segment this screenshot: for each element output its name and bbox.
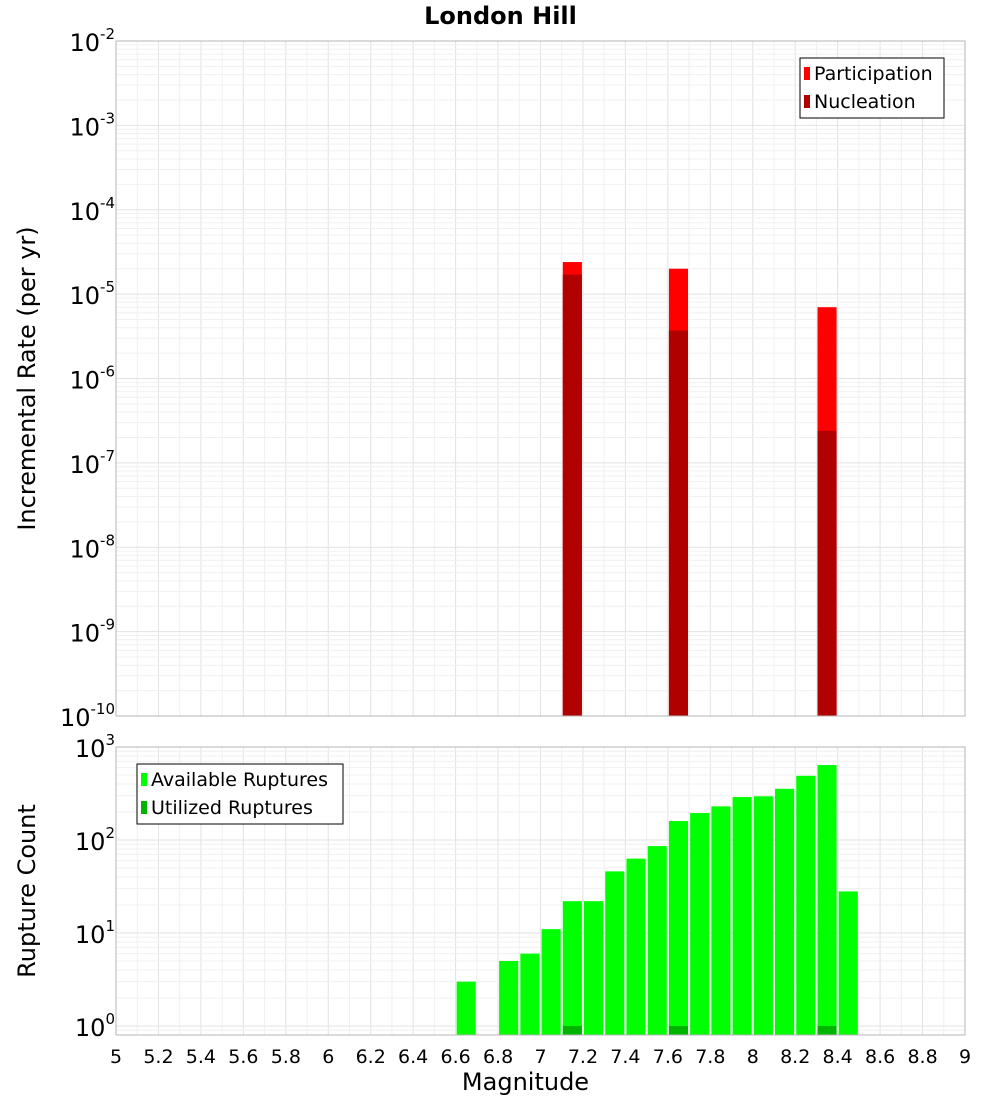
x-tick-label: 5.8 [271,1046,301,1068]
y-tick-label: 10-7 [69,447,115,479]
plot-1: 10-2 10-3 10-4 10-5 10-6 10-7 10-8 10-9 10-10 Lon… [13,2,966,732]
bar [541,929,561,1035]
series-available-ruptures [456,765,858,1035]
legend-label: Utilized Ruptures [151,797,313,819]
chart-title: London Hill [424,2,577,30]
bar [668,1025,689,1035]
y-tick-label: 102 [75,824,115,856]
bar [626,858,646,1035]
bar [562,274,582,716]
legend-swatch [804,95,810,108]
bar [668,821,689,1035]
x-tick-label: 7.6 [653,1046,683,1068]
x-tick-label: 9 [959,1046,971,1068]
y-axis-title: Rupture Count [13,804,41,978]
bar [753,796,773,1035]
legend-swatch [804,67,810,80]
legend-swatch [141,801,147,814]
y-tick-label: 103 [75,731,115,763]
bar [711,806,731,1035]
series-utilized-ruptures [562,1025,837,1035]
y-tick-label: 10-6 [69,363,115,395]
series-nucleation [562,274,837,716]
bar [838,891,858,1035]
y-tick-label: 100 [75,1010,115,1042]
legend-label: Nucleation [814,91,916,113]
y-tick-label: 10-5 [69,278,115,310]
bar [520,953,540,1035]
x-tick-label: 8 [747,1046,759,1068]
y-axis-title: Incremental Rate (per yr) [13,226,41,530]
legend-label: Available Ruptures [151,769,328,791]
bar [817,765,837,1035]
y-tick-label: 10-2 [69,25,115,57]
y-tick-label: 10-8 [69,531,115,563]
bar [562,1025,582,1035]
x-tick-label: 8.8 [907,1046,937,1068]
x-tick-label: 5.4 [186,1046,216,1068]
bar [668,330,689,716]
bar [647,846,667,1035]
x-tick-label: 7.4 [610,1046,640,1068]
bar [732,796,752,1035]
bar [690,813,710,1035]
y-tick-label: 10-9 [69,616,115,648]
x-axis-title: Magnitude [462,1068,589,1096]
x-tick-label: 6.6 [440,1046,470,1068]
legend-swatch [141,773,147,786]
bar [775,788,795,1035]
legend: Participation Nucleation [799,57,945,119]
bar [562,901,582,1035]
legend-box [799,57,945,119]
x-tick-label: 5.6 [228,1046,258,1068]
bar [456,981,476,1035]
bar [605,871,625,1035]
y-tick-label: 101 [75,917,115,949]
x-tick-label: 7 [534,1046,546,1068]
x-tick-label: 6 [322,1046,334,1068]
y-tick-label: 10-3 [69,109,115,141]
bar [817,430,837,716]
y-tick-label: 10-4 [69,194,115,226]
x-tick-label: 6.8 [483,1046,513,1068]
plot-frame [115,40,966,717]
x-tick-label: 5 [110,1046,122,1068]
x-tick-label: 7.2 [568,1046,598,1068]
bar [499,960,519,1035]
x-tick-label: 8.4 [823,1046,853,1068]
x-tick-label: 6.2 [356,1046,386,1068]
legend-label: Participation [814,63,933,85]
legend: Available Ruptures Utilized Ruptures [136,763,344,825]
plot-frame [115,746,966,1036]
bar [796,775,816,1035]
x-tick-label: 7.8 [695,1046,725,1068]
x-tick-label: 8.6 [865,1046,895,1068]
bar [584,901,604,1035]
y-tick-label: 10-10 [60,700,115,732]
x-tick-label: 5.2 [143,1046,173,1068]
x-tick-label: 8.2 [780,1046,810,1068]
bar [817,1025,837,1035]
legend-box [136,763,344,825]
x-tick-label: 6.4 [398,1046,428,1068]
